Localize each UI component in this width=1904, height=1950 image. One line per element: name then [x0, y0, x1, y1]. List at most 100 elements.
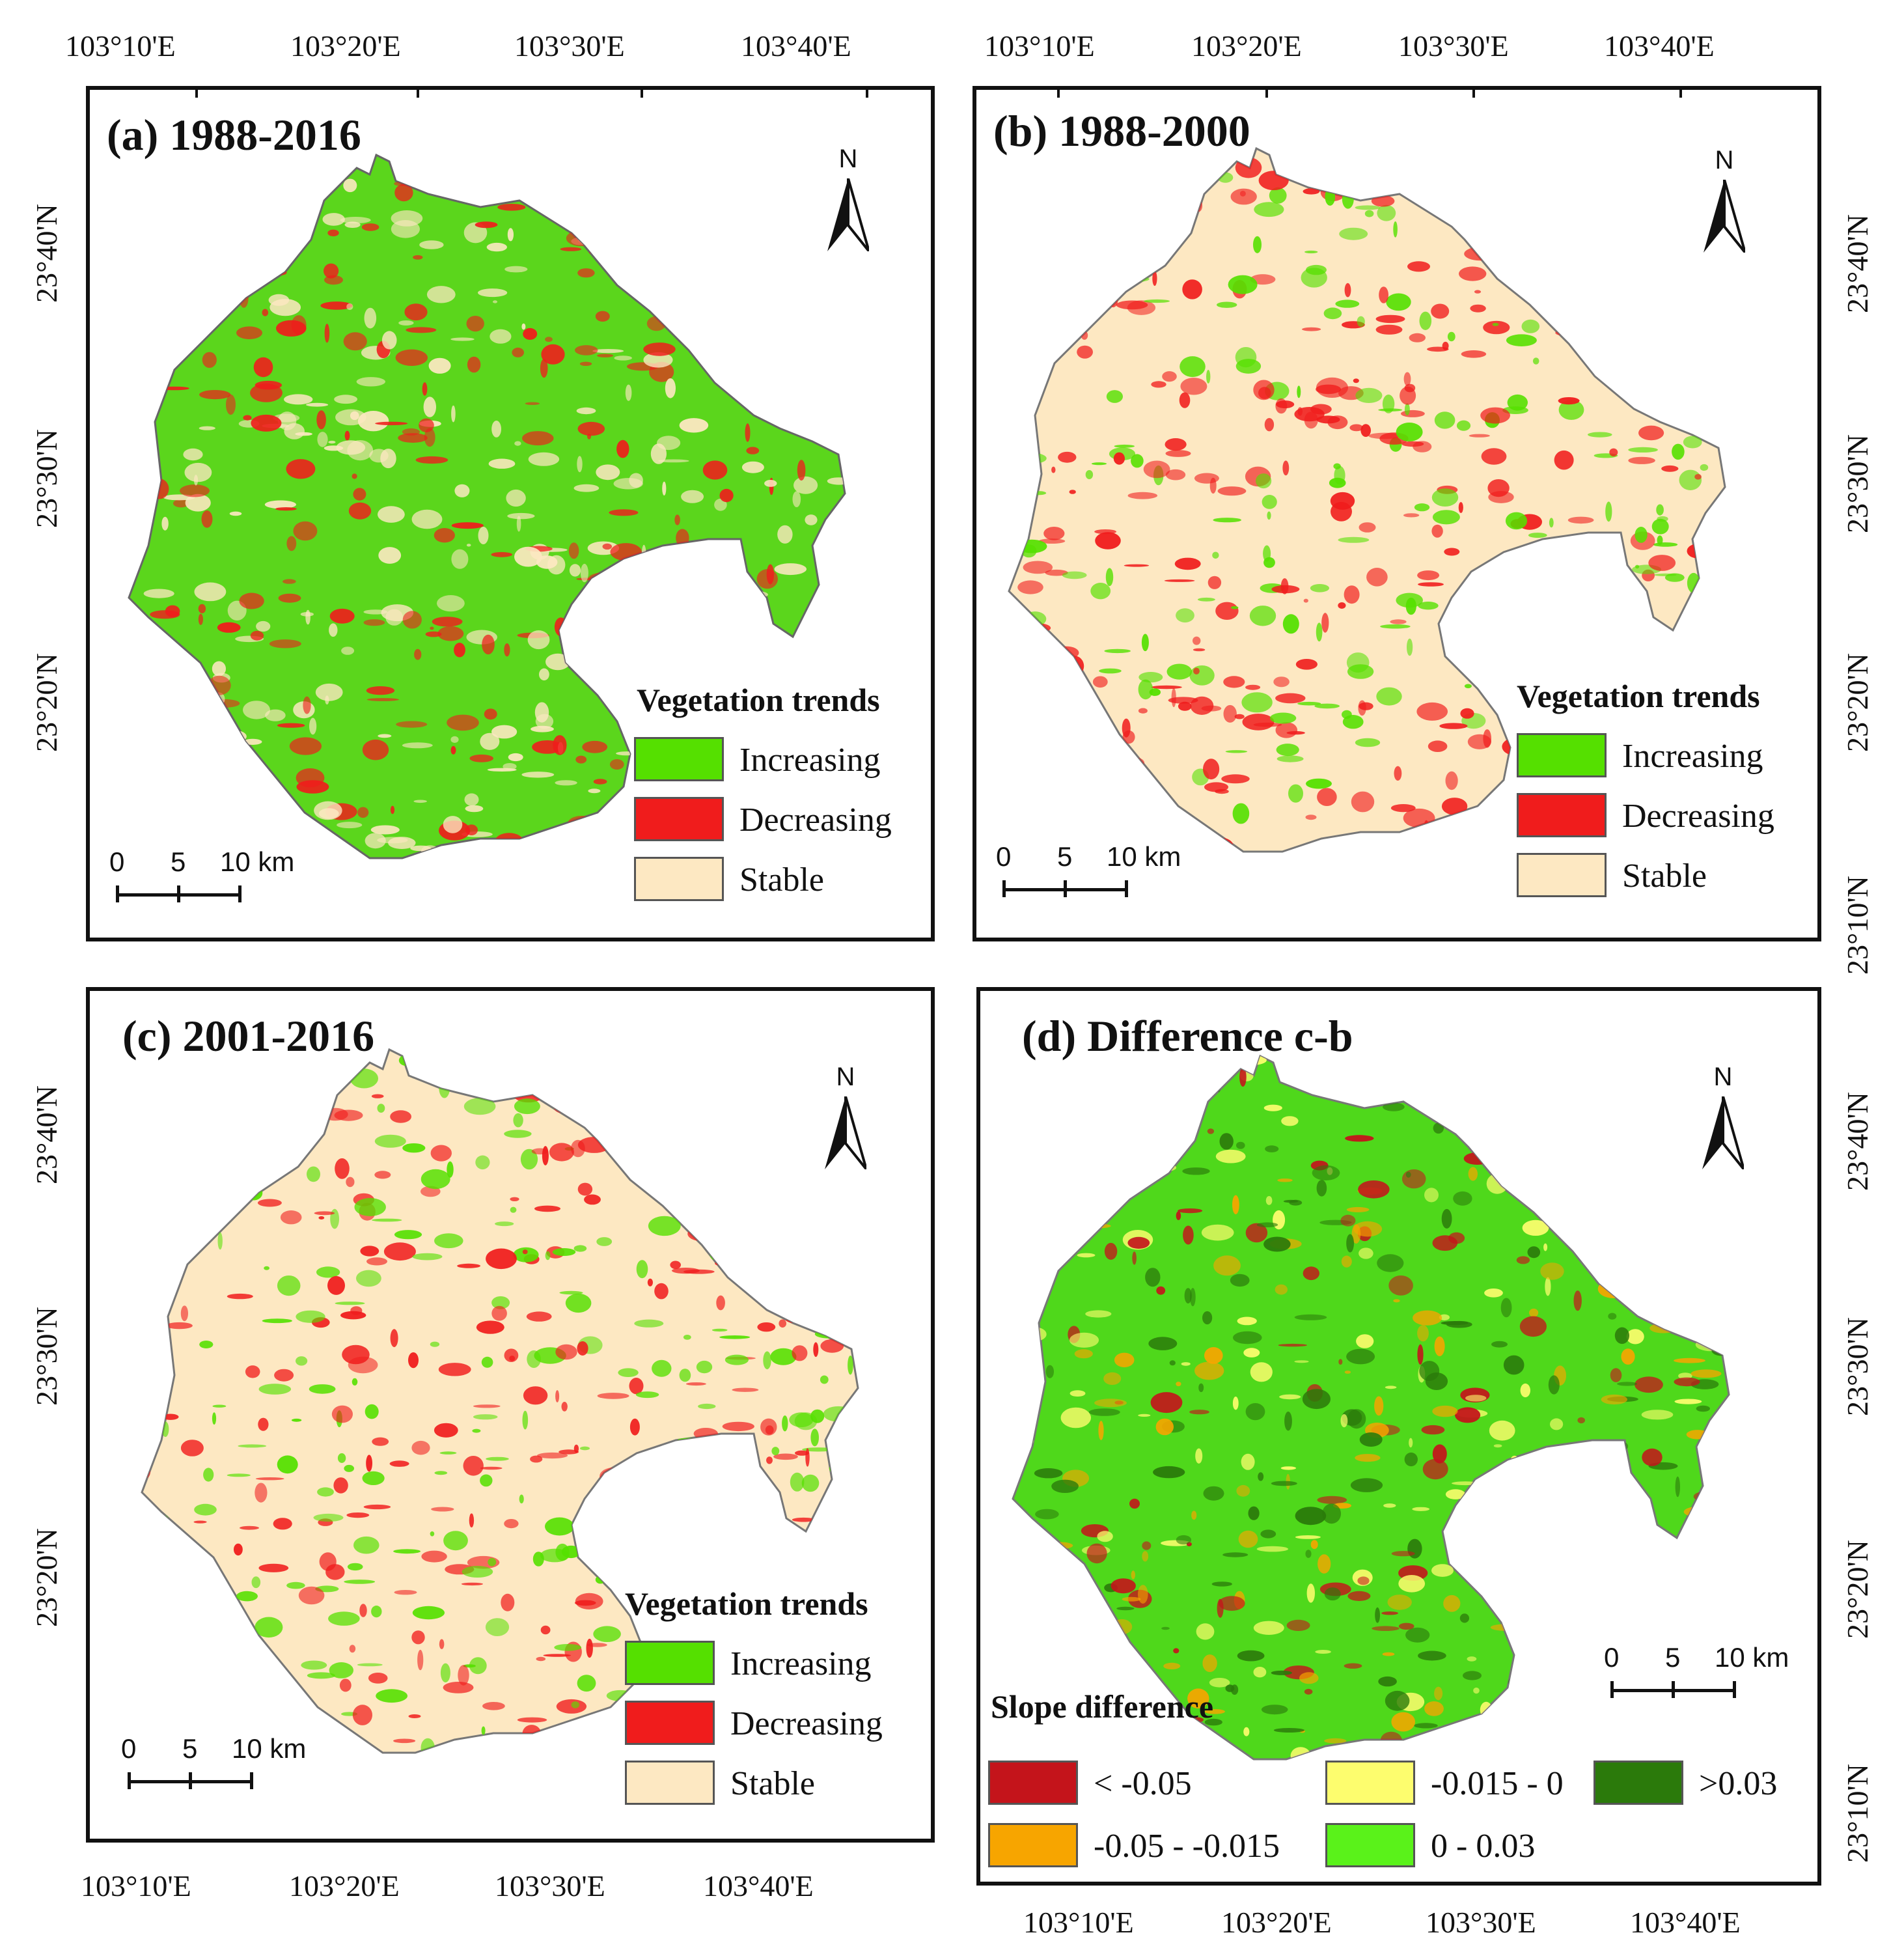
landcover-patch [1508, 1674, 1527, 1692]
landcover-patch [426, 286, 456, 303]
bottom-right-lon-label-1: 103°10'E [1023, 1906, 1134, 1939]
scale-tick [250, 1772, 253, 1789]
landcover-patch [682, 589, 687, 593]
landcover-patch [1329, 477, 1346, 488]
landcover-patch [1601, 1394, 1627, 1405]
landcover-patch [842, 1506, 855, 1515]
landcover-patch [773, 1453, 798, 1460]
landcover-patch [1662, 1745, 1677, 1753]
landcover-patch [1179, 392, 1191, 408]
landcover-patch [1662, 1081, 1667, 1096]
landcover-patch [383, 1242, 416, 1261]
landcover-patch [596, 464, 620, 481]
landcover-patch [1357, 1576, 1370, 1585]
landcover-patch [1607, 328, 1633, 349]
landcover-patch [1127, 492, 1158, 499]
landcover-patch [686, 660, 708, 673]
right-b-lat-label-4: 23°10'N [1840, 876, 1874, 975]
landcover-patch [129, 693, 147, 705]
landcover-patch [1322, 1503, 1341, 1524]
landcover-patch [1333, 463, 1341, 469]
landcover-patch [1594, 842, 1605, 848]
left-c-lat-label-2: 23°30'N [29, 1307, 63, 1406]
landcover-patch [1092, 150, 1098, 168]
landcover-patch [1628, 1259, 1634, 1263]
landcover-patch [283, 579, 296, 584]
landcover-patch [1418, 582, 1444, 587]
landcover-patch [303, 696, 311, 714]
landcover-patch [1021, 1311, 1031, 1326]
landcover-patch [1493, 1576, 1511, 1588]
landcover-patch [369, 449, 389, 463]
landcover-patch [719, 1153, 746, 1167]
landcover-patch [1013, 1261, 1025, 1264]
landcover-patch [1464, 247, 1496, 261]
landcover-patch [817, 1632, 829, 1639]
landcover-patch [250, 630, 264, 641]
landcover-patch [466, 316, 484, 332]
landcover-patch [1196, 1623, 1215, 1640]
landcover-patch [1689, 618, 1711, 624]
landcover-patch [702, 460, 728, 480]
landcover-patch [1203, 1486, 1224, 1501]
landcover-patch [1068, 763, 1093, 766]
landcover-patch [473, 1414, 498, 1420]
landcover-patch [568, 1747, 584, 1753]
landcover-patch [167, 288, 189, 298]
landcover-patch [1448, 1535, 1474, 1551]
landcover-patch [782, 1050, 803, 1059]
landcover-patch [363, 1504, 391, 1510]
landcover-patch [1077, 345, 1093, 359]
landcover-patch [402, 611, 422, 629]
landcover-patch [1713, 840, 1725, 848]
landcover-patch [1419, 311, 1432, 330]
landcover-patch [601, 634, 624, 649]
landcover-patch [1617, 342, 1627, 347]
landcover-patch [1222, 1552, 1249, 1557]
landcover-patch [451, 549, 469, 569]
landcover-patch [1201, 1224, 1234, 1241]
landcover-patch [166, 1675, 195, 1689]
landcover-patch [1304, 1688, 1313, 1695]
landcover-patch [784, 1520, 790, 1526]
landcover-patch [348, 502, 372, 520]
landcover-patch [588, 251, 615, 255]
landcover-patch [218, 712, 224, 732]
landcover-patch [1459, 1613, 1469, 1623]
landcover-patch [463, 1098, 496, 1115]
landcover-patch [602, 543, 613, 550]
landcover-patch [402, 1143, 426, 1153]
landcover-patch [210, 730, 239, 738]
landcover-patch [191, 721, 202, 730]
landcover-patch [652, 1359, 672, 1377]
landcover-patch [1669, 1598, 1690, 1603]
landcover-patch [539, 1050, 547, 1062]
landcover-patch [1642, 1134, 1649, 1154]
landcover-patch [374, 1134, 406, 1148]
landcover-patch [428, 357, 451, 374]
landcover-patch [1545, 1277, 1551, 1296]
landcover-patch [554, 1644, 582, 1651]
landcover-patch [1454, 837, 1474, 841]
landcover-patch [1614, 1327, 1629, 1344]
landcover-patch [588, 572, 618, 585]
landcover-patch [313, 1513, 344, 1522]
landcover-patch [807, 209, 831, 212]
legend-label-stable: Stable [739, 861, 824, 898]
landcover-patch [1130, 271, 1142, 275]
landcover-patch [670, 550, 687, 562]
landcover-patch [226, 188, 254, 197]
landcover-patch [1475, 1742, 1485, 1757]
legend-swatch-increasing [625, 1641, 715, 1685]
landcover-patch [1017, 758, 1034, 777]
landcover-patch [378, 547, 402, 564]
landcover-patch [1221, 774, 1250, 784]
landcover-patch [1611, 1238, 1618, 1257]
landcover-patch [506, 167, 523, 177]
landcover-patch [657, 436, 681, 451]
landcover-patch [643, 352, 673, 368]
landcover-patch [1155, 1085, 1166, 1100]
landcover-patch [1536, 1723, 1543, 1738]
landcover-patch [197, 726, 217, 742]
landcover-patch [709, 1242, 721, 1261]
